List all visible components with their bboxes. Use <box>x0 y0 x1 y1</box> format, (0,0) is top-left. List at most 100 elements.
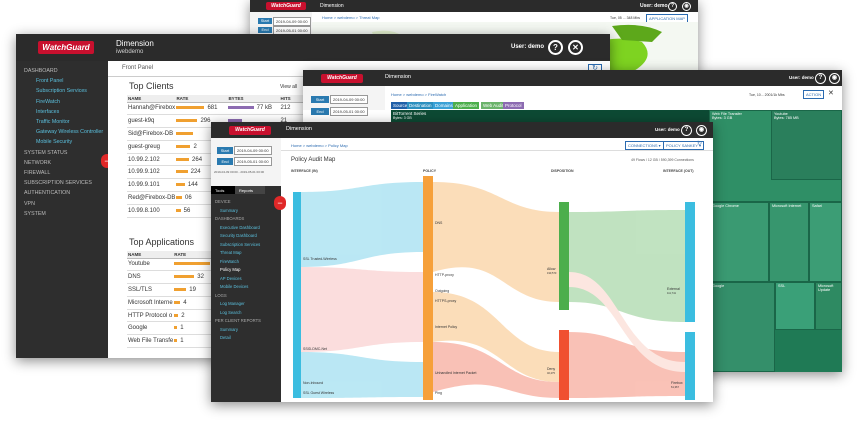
report-nav-item[interactable]: Threat Map <box>220 250 242 255</box>
start-date-input[interactable]: 2019-04-09 00:00 <box>273 17 311 26</box>
table-row[interactable]: Microsoft Interne 4 <box>127 296 224 310</box>
tab-application[interactable]: Application <box>453 102 480 109</box>
node-label-policy-2: Outgoing <box>435 289 449 293</box>
table-row[interactable]: Web File Transfe 1 <box>127 334 224 349</box>
table-row[interactable]: DNS 32 <box>127 270 224 285</box>
table-row[interactable]: Hannah@Firebox 681 77 kB 212 <box>127 102 303 116</box>
nav-item[interactable]: Interfaces <box>36 108 60 115</box>
collapse-nav-tab[interactable]: − <box>274 196 286 210</box>
nav-item[interactable]: NETWORK <box>24 159 52 166</box>
table-row[interactable]: Google 1 <box>127 321 224 336</box>
device-name: iwebdemo <box>116 49 144 55</box>
report-nav-item[interactable]: Security Dashboard <box>220 233 257 238</box>
client-rate: 681 <box>175 102 228 116</box>
report-nav-item[interactable]: Log Manager <box>220 301 245 306</box>
column-header[interactable]: HITS <box>279 95 303 103</box>
user-icon[interactable]: ◉ <box>829 73 840 84</box>
client-name: guest-greug <box>127 140 176 154</box>
table-header: NAME RATE <box>127 251 224 259</box>
user-label: User: demo <box>640 3 668 9</box>
column-header[interactable]: RATE <box>173 251 224 259</box>
tab-web-audit[interactable]: Web Audit <box>481 102 506 109</box>
treemap-cell[interactable]: Microsoft Update <box>815 282 842 330</box>
cell-label: Google Chrome <box>712 204 739 208</box>
sankey-node-policy[interactable] <box>423 176 433 400</box>
treemap-cell[interactable]: SSL <box>775 282 815 330</box>
treemap-cell[interactable]: Google <box>709 282 775 372</box>
report-nav-item[interactable]: AP Devices <box>220 275 242 281</box>
close-button[interactable]: ✕ <box>568 40 583 55</box>
column-header[interactable]: RATE <box>175 95 228 103</box>
nav-item[interactable]: SYSTEM STATUS <box>24 149 68 156</box>
nav-item[interactable]: AUTHENTICATION <box>24 190 71 197</box>
tab-protocol[interactable]: Protocol <box>503 102 524 109</box>
sankey-node-firebox[interactable] <box>685 332 695 400</box>
treemap-selected-cell[interactable]: BitTorrent Series Bytes: 3 GB <box>391 110 709 122</box>
report-nav: DEVICE Summary DASHBOARDS Executive Dashboa… <box>215 198 261 343</box>
table-row[interactable]: SSL/TLS 19 <box>127 283 224 297</box>
nav-item[interactable]: Front Panel <box>36 78 64 85</box>
nav-item[interactable]: SYSTEM <box>24 210 46 217</box>
help-button[interactable]: ? <box>681 125 692 136</box>
nav-item[interactable]: FireWatch <box>36 98 60 105</box>
tab-reports[interactable]: Reports <box>235 186 265 194</box>
sankey-node-external[interactable] <box>685 202 695 322</box>
help-button[interactable]: ? <box>815 73 826 84</box>
app-rate: 1 <box>173 321 224 336</box>
treemap-cell[interactable]: Google Chrome <box>709 202 769 282</box>
column-header[interactable]: NAME <box>127 95 176 103</box>
report-nav-item[interactable]: Summary <box>220 207 238 213</box>
top-apps-title: Top Applications <box>129 237 195 247</box>
action-button[interactable]: ACTION <box>803 90 825 99</box>
page-title: Front Panel <box>122 65 154 71</box>
nav-item[interactable]: VPN <box>24 200 35 207</box>
sankey-node-in[interactable] <box>293 192 301 398</box>
report-nav-item[interactable]: Mobile Devices <box>220 284 249 289</box>
tab-domains[interactable]: Domains <box>433 102 455 109</box>
watchguard-logo: WatchGuard <box>266 2 306 10</box>
treemap-cell[interactable]: Microsoft Internet <box>769 202 809 282</box>
treemap-cell[interactable]: Youtube Bytes: 785 MB <box>771 110 842 180</box>
table-row[interactable]: Youtube647 <box>127 258 224 272</box>
help-button[interactable]: ? <box>668 2 677 11</box>
nav-item[interactable]: Traffic Monitor <box>36 119 70 126</box>
user-icon[interactable]: ◉ <box>696 125 707 136</box>
report-nav-item: DEVICE <box>215 199 231 204</box>
report-nav-item[interactable]: Log Search <box>220 309 242 315</box>
end-date-input[interactable]: 2019-05-01 00:00 <box>234 157 272 166</box>
policy-sankey-dropdown[interactable]: POLICY SANKEY ▾ <box>663 141 704 150</box>
report-nav-item[interactable]: Detail <box>220 335 231 340</box>
tab-destination[interactable]: Destination <box>407 102 434 109</box>
user-icon[interactable]: ◉ <box>682 2 691 11</box>
tab-source[interactable]: Source <box>391 102 410 109</box>
help-button[interactable]: ? <box>548 40 563 55</box>
column-header[interactable]: NAME <box>127 251 174 259</box>
report-nav-item[interactable]: Policy Map <box>220 267 241 272</box>
node-value-allow: 190,570 <box>547 271 557 275</box>
report-nav-item[interactable]: Subscription Services <box>220 241 261 247</box>
nav-item[interactable]: Mobile Security <box>36 139 73 146</box>
nav-item[interactable]: FIREWALL <box>24 170 51 177</box>
column-header[interactable]: BYTES <box>227 95 280 103</box>
start-date-input[interactable]: 2019-04-09 00:00 <box>234 146 272 155</box>
nav-item[interactable]: Gateway Wireless Controller <box>36 129 104 136</box>
treemap-cell[interactable]: Safari <box>809 202 842 282</box>
end-label: End <box>311 108 329 115</box>
view-all-link[interactable]: View all <box>280 84 298 90</box>
sankey-node-deny[interactable] <box>559 330 569 400</box>
close-icon[interactable]: ✕ <box>828 90 834 97</box>
end-date-input[interactable]: 2019-05-01 00:00 <box>330 107 368 116</box>
nav-item[interactable]: Subscription Services <box>36 88 87 95</box>
refresh-icon[interactable]: ↻ <box>697 141 703 147</box>
report-nav-item[interactable]: Executive Dashboard <box>220 224 260 230</box>
report-nav-item[interactable]: Summary <box>220 326 238 332</box>
nav-item[interactable]: SUBSCRIPTION SERVICES <box>24 180 92 187</box>
start-date-input[interactable]: 2019-04-09 00:00 <box>330 95 368 104</box>
report-nav-item[interactable]: FireWatch <box>220 258 239 264</box>
nav-item[interactable]: DASHBOARD <box>24 68 58 74</box>
tab-tools[interactable]: Tools <box>211 186 235 194</box>
sankey-node-allow[interactable] <box>559 202 569 310</box>
connections-dropdown[interactable]: CONNECTIONS ▾ <box>625 141 664 150</box>
threat-titlebar: WatchGuard Dimension User: demo ? ◉ <box>250 0 698 12</box>
